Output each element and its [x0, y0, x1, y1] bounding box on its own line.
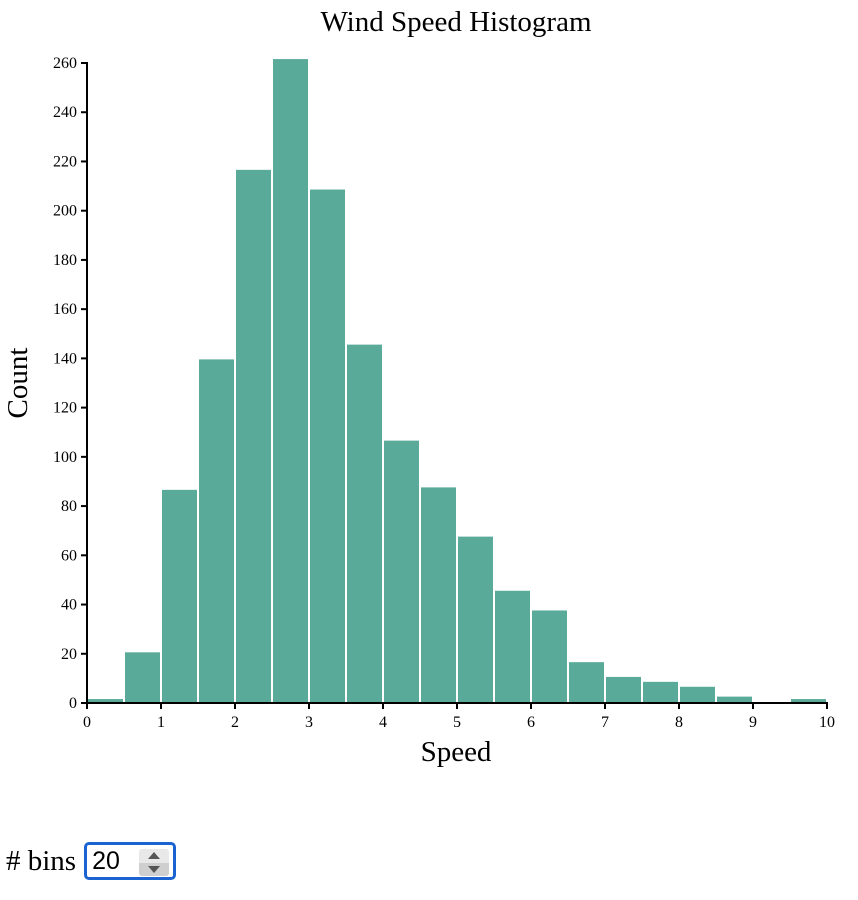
histogram-bar	[678, 684, 717, 704]
x-tick-label: 8	[675, 714, 683, 731]
increment-button[interactable]	[139, 849, 169, 863]
histogram-bar	[530, 608, 569, 705]
histogram-bar	[308, 187, 347, 705]
bins-label: # bins	[6, 844, 77, 877]
histogram-bar	[604, 674, 643, 705]
x-tick-label: 7	[601, 714, 609, 731]
y-tick-label: 220	[53, 153, 77, 170]
x-axis: 0 1 2 3 4 5 6 7 8 9 10	[83, 702, 835, 731]
bins-number-field[interactable]	[84, 842, 177, 880]
x-tick-label: 9	[749, 714, 757, 731]
y-tick-label: 40	[61, 597, 77, 614]
y-tick-label: 80	[61, 498, 77, 515]
decrement-button[interactable]	[139, 862, 170, 876]
bins-input[interactable]	[92, 846, 143, 876]
y-tick-label: 260	[53, 55, 77, 72]
chevron-down-icon	[148, 865, 161, 873]
chart-title: Wind Speed Histogram	[320, 6, 592, 38]
y-axis-line	[81, 62, 88, 704]
x-tick-label: 6	[527, 714, 535, 731]
y-tick-label: 240	[53, 104, 77, 121]
histogram-bar	[493, 588, 532, 704]
bins-control: # bins	[6, 842, 177, 880]
y-tick-label: 160	[53, 301, 77, 318]
x-tick-label: 10	[819, 714, 835, 731]
y-tick-label: 20	[61, 646, 77, 663]
x-tick-label: 0	[83, 714, 91, 731]
y-tick-label: 180	[53, 252, 77, 269]
y-tick-label: 60	[61, 547, 77, 564]
x-tick-label: 2	[231, 714, 239, 731]
x-axis-label: Speed	[421, 736, 492, 768]
histogram-chart: Wind Speed Histogram 0 1 2 3 4 5 6 7 8 9 10 0 20 40 6…	[2, 6, 835, 768]
histogram-bar	[456, 534, 495, 704]
histogram-bar	[160, 487, 199, 704]
x-tick-label: 3	[305, 714, 313, 731]
y-axis: 0 20 40 60 80 100 120 140 160 180 200 220 240 260	[53, 55, 88, 712]
y-tick-label: 0	[69, 695, 77, 712]
x-tick-label: 4	[379, 714, 387, 731]
y-tick-label: 100	[53, 449, 77, 466]
histogram-bar	[123, 650, 162, 704]
x-tick-label: 1	[157, 714, 165, 731]
histogram-bar	[715, 694, 754, 704]
histogram-bar	[234, 167, 273, 705]
y-axis-label: Count	[2, 348, 34, 419]
bins-stepper[interactable]	[139, 849, 170, 876]
histogram-bar	[382, 438, 421, 704]
histogram-bar	[567, 660, 606, 705]
histogram-bar	[345, 342, 384, 704]
chevron-up-icon	[148, 852, 161, 860]
histogram-bar	[271, 57, 310, 705]
histogram-bar	[641, 679, 680, 704]
y-tick-label: 140	[53, 350, 77, 367]
y-tick-label: 120	[53, 400, 77, 417]
x-tick-label: 5	[453, 714, 461, 731]
y-tick-label: 200	[53, 203, 77, 220]
histogram-bar	[419, 485, 458, 704]
bars-group	[86, 57, 828, 705]
histogram-bar	[197, 357, 236, 704]
